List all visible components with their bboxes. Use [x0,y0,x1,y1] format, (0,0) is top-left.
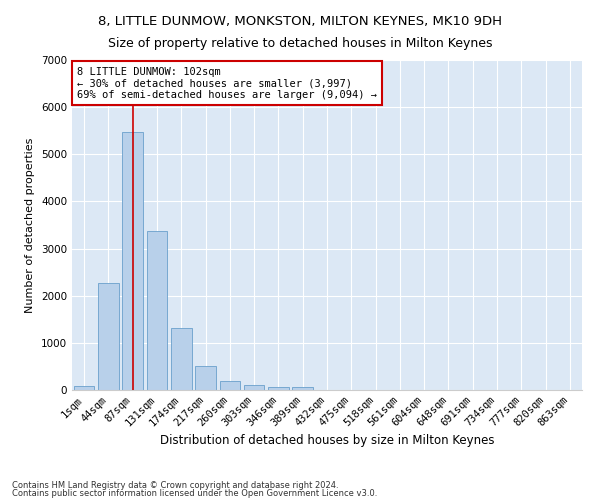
Bar [292,387,313,390]
Bar [122,132,143,390]
X-axis label: Distribution of detached houses by size in Milton Keynes: Distribution of detached houses by size … [160,434,494,447]
Bar [195,366,216,390]
Text: Contains public sector information licensed under the Open Government Licence v3: Contains public sector information licen… [12,489,377,498]
Bar [98,282,119,390]
Text: 8 LITTLE DUNMOW: 102sqm
← 30% of detached houses are smaller (3,997)
69% of semi: 8 LITTLE DUNMOW: 102sqm ← 30% of detache… [77,66,377,100]
Y-axis label: Number of detached properties: Number of detached properties [25,138,35,312]
Bar [268,387,289,390]
Bar [74,386,94,390]
Text: Size of property relative to detached houses in Milton Keynes: Size of property relative to detached ho… [108,38,492,51]
Text: 8, LITTLE DUNMOW, MONKSTON, MILTON KEYNES, MK10 9DH: 8, LITTLE DUNMOW, MONKSTON, MILTON KEYNE… [98,15,502,28]
Bar [244,386,265,390]
Bar [220,382,240,390]
Text: Contains HM Land Registry data © Crown copyright and database right 2024.: Contains HM Land Registry data © Crown c… [12,480,338,490]
Bar [146,230,167,390]
Bar [171,328,191,390]
